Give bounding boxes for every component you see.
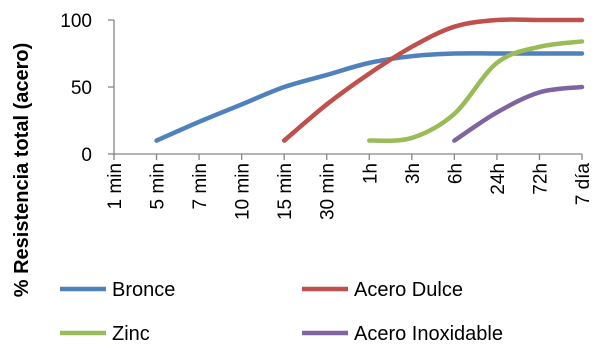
y-tick-label: 0 [81, 145, 92, 166]
series-line-zinc [367, 39, 585, 144]
legend-label-acero-inoxidable: Acero Inoxidable [354, 323, 503, 345]
legend: Bronce Acero Dulce Zinc Acero Inoxidable [60, 279, 503, 345]
y-tick-label: 50 [71, 78, 92, 99]
ticks-layer: 0 50 100 1 min 5 min 7 min 10 min 15 min 30 min 1… [60, 11, 594, 220]
series-line-acero-inoxidable [452, 84, 585, 143]
x-tick-label: 24h [488, 163, 509, 195]
legend-label-acero-dulce: Acero Dulce [354, 279, 463, 301]
axes [108, 19, 583, 160]
x-tick-label: 7 día [573, 163, 594, 206]
x-tick-label: 3h [403, 163, 424, 184]
x-tick-label: 15 min [275, 163, 296, 220]
x-tick-label: 7 min [190, 163, 211, 209]
y-tick-label: 100 [60, 11, 92, 32]
x-tick-label: 1 min [105, 163, 126, 209]
series-layer [154, 17, 585, 144]
x-tick-label: 6h [445, 163, 466, 184]
series-line-bronce [154, 51, 585, 143]
x-tick-label: 10 min [233, 163, 254, 220]
legend-label-zinc: Zinc [112, 323, 150, 345]
legend-label-bronce: Bronce [112, 279, 175, 301]
x-tick-label: 72h [530, 163, 551, 195]
x-tick-label: 5 min [148, 163, 169, 209]
x-tick-label: 1h [360, 163, 381, 184]
series-line-acero-dulce [281, 17, 585, 143]
x-tick-label: 30 min [318, 163, 339, 220]
y-axis-title: % Resistencia total (acero) [11, 43, 33, 298]
